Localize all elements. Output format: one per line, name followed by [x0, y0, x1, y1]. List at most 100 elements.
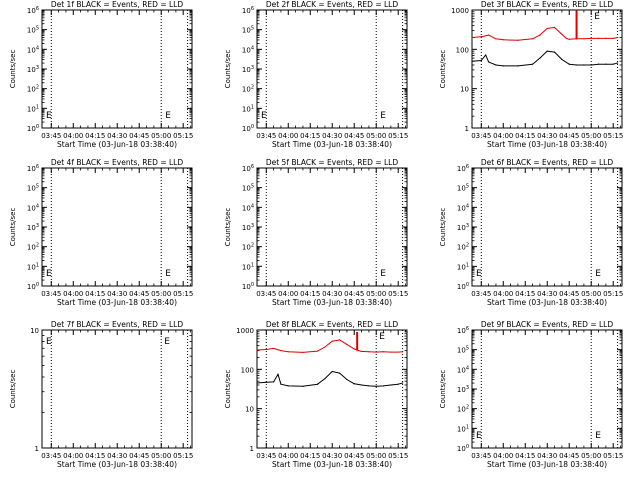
y-axis-label: Counts/sec — [439, 50, 447, 89]
data-point-events — [402, 382, 404, 384]
y-tick-label: 1 — [250, 445, 254, 453]
x-tick-label: 04:30 — [537, 452, 557, 460]
x-tick-label: 04:00 — [63, 452, 83, 460]
data-point-events — [605, 63, 607, 65]
y-tick-label: 101 — [457, 424, 469, 433]
x-tick-label: 05:00 — [581, 290, 601, 298]
data-point-lld — [382, 351, 385, 353]
y-tick-label: 105 — [242, 26, 254, 35]
x-tick-label: 04:45 — [344, 452, 364, 460]
data-point-events — [368, 385, 370, 387]
detector-panel: Det 9f BLACK = Events, RED = LLD 100 101 10… — [439, 320, 623, 469]
panel-title: Det 3f BLACK = Events, RED = LLD — [481, 0, 614, 9]
data-point-events — [590, 64, 592, 66]
y-tick-label: 101 — [242, 104, 254, 113]
data-point-events — [488, 61, 490, 63]
x-tick-label: 05:15 — [603, 452, 623, 460]
event-marker: E — [595, 269, 601, 279]
y-tick-label: 100 — [27, 282, 39, 291]
y-tick-label: 105 — [457, 184, 469, 193]
detector-panel: Det 1f BLACK = Events, RED = LLD 100 101 10… — [9, 0, 193, 149]
data-point-lld — [346, 343, 348, 346]
data-point-lld — [605, 37, 607, 39]
x-tick-label: 04:15 — [300, 290, 320, 298]
data-point-lld — [402, 351, 404, 353]
data-point-events — [502, 65, 504, 67]
x-axis-label: Start Time (03-Jun-18 03:38:40) — [487, 298, 607, 307]
x-tick-label: 04:30 — [537, 132, 557, 140]
y-tick-label: 103 — [27, 65, 39, 74]
x-tick-label: 05:00 — [581, 132, 601, 140]
data-point-lld — [546, 27, 548, 30]
y-tick-label: 104 — [27, 45, 39, 54]
y-tick-label: 100 — [242, 124, 254, 133]
x-tick-label: 04:00 — [493, 132, 513, 140]
y-tick-label: 104 — [242, 203, 254, 212]
y-tick-label: 102 — [27, 85, 39, 94]
data-point-lld — [273, 347, 275, 350]
y-axis-label: Counts/sec — [224, 50, 232, 89]
data-point-lld — [375, 351, 377, 353]
x-tick-label: 05:15 — [388, 132, 408, 140]
x-tick-label: 05:15 — [603, 290, 623, 298]
x-tick-label: 04:00 — [278, 132, 298, 140]
x-tick-label: 04:15 — [85, 290, 105, 298]
y-tick-label: 10 — [460, 86, 469, 94]
x-tick-label: 03:45 — [256, 290, 276, 298]
x-tick-label: 04:30 — [322, 132, 342, 140]
data-point-lld — [553, 26, 556, 29]
y-tick-label: 101 — [27, 104, 39, 113]
data-point-events — [256, 382, 258, 384]
panel-title: Det 4f BLACK = Events, RED = LLD — [51, 158, 184, 167]
data-point-events — [480, 59, 482, 62]
x-tick-label: 05:00 — [151, 132, 171, 140]
x-tick-label: 04:00 — [493, 290, 513, 298]
data-point-lld — [617, 36, 619, 39]
y-tick-label: 104 — [27, 203, 39, 212]
x-axis-label: Start Time (03-Jun-18 03:38:40) — [272, 298, 392, 307]
detector-panel: Det 7f BLACK = Events, RED = LLD 1 10 03:45… — [9, 320, 193, 469]
data-point-events — [277, 373, 279, 375]
data-point-lld — [302, 351, 304, 353]
y-tick-label: 100 — [456, 46, 469, 54]
data-point-lld — [488, 34, 490, 36]
plot-frame — [256, 329, 408, 449]
y-tick-label: 104 — [457, 203, 469, 212]
y-tick-label: 106 — [27, 164, 39, 173]
event-marker: E — [46, 111, 52, 121]
data-point-lld — [517, 39, 519, 41]
y-tick-label: 102 — [242, 85, 254, 94]
data-point-events — [597, 63, 600, 65]
y-axis-label: Counts/sec — [9, 50, 17, 89]
event-marker: E — [476, 269, 482, 279]
x-axis-label: Start Time (03-Jun-18 03:38:40) — [487, 460, 607, 469]
x-tick-label: 04:00 — [63, 290, 83, 298]
event-marker: E — [46, 269, 52, 279]
data-point-lld — [287, 351, 289, 353]
data-point-lld — [471, 36, 473, 39]
data-point-lld — [316, 350, 319, 352]
data-point-events — [360, 384, 363, 386]
panel-title: Det 6f BLACK = Events, RED = LLD — [481, 158, 614, 167]
data-point-lld — [612, 37, 614, 39]
y-tick-label: 101 — [242, 262, 254, 271]
x-tick-label: 03:45 — [41, 452, 61, 460]
y-axis-label: Counts/sec — [224, 208, 232, 247]
x-axis-label: Start Time (03-Jun-18 03:38:40) — [57, 140, 177, 149]
x-tick-label: 04:45 — [559, 452, 579, 460]
y-tick-label: 104 — [457, 365, 469, 374]
detector-panel: Det 6f BLACK = Events, RED = LLD 100 101 10… — [439, 158, 623, 307]
y-tick-label: 102 — [27, 243, 39, 252]
y-tick-label: 106 — [457, 326, 469, 335]
series-line-events — [471, 50, 618, 67]
y-axis-label: Counts/sec — [9, 208, 17, 247]
plot-frame — [471, 9, 623, 129]
data-point-events — [287, 385, 289, 387]
data-point-lld — [280, 349, 282, 352]
x-tick-label: 05:00 — [366, 132, 386, 140]
y-tick-label: 1 — [465, 125, 469, 133]
data-point-lld — [338, 339, 341, 341]
panel-title: Det 8f BLACK = Events, RED = LLD — [266, 320, 399, 329]
y-axis-label: Counts/sec — [439, 208, 447, 247]
